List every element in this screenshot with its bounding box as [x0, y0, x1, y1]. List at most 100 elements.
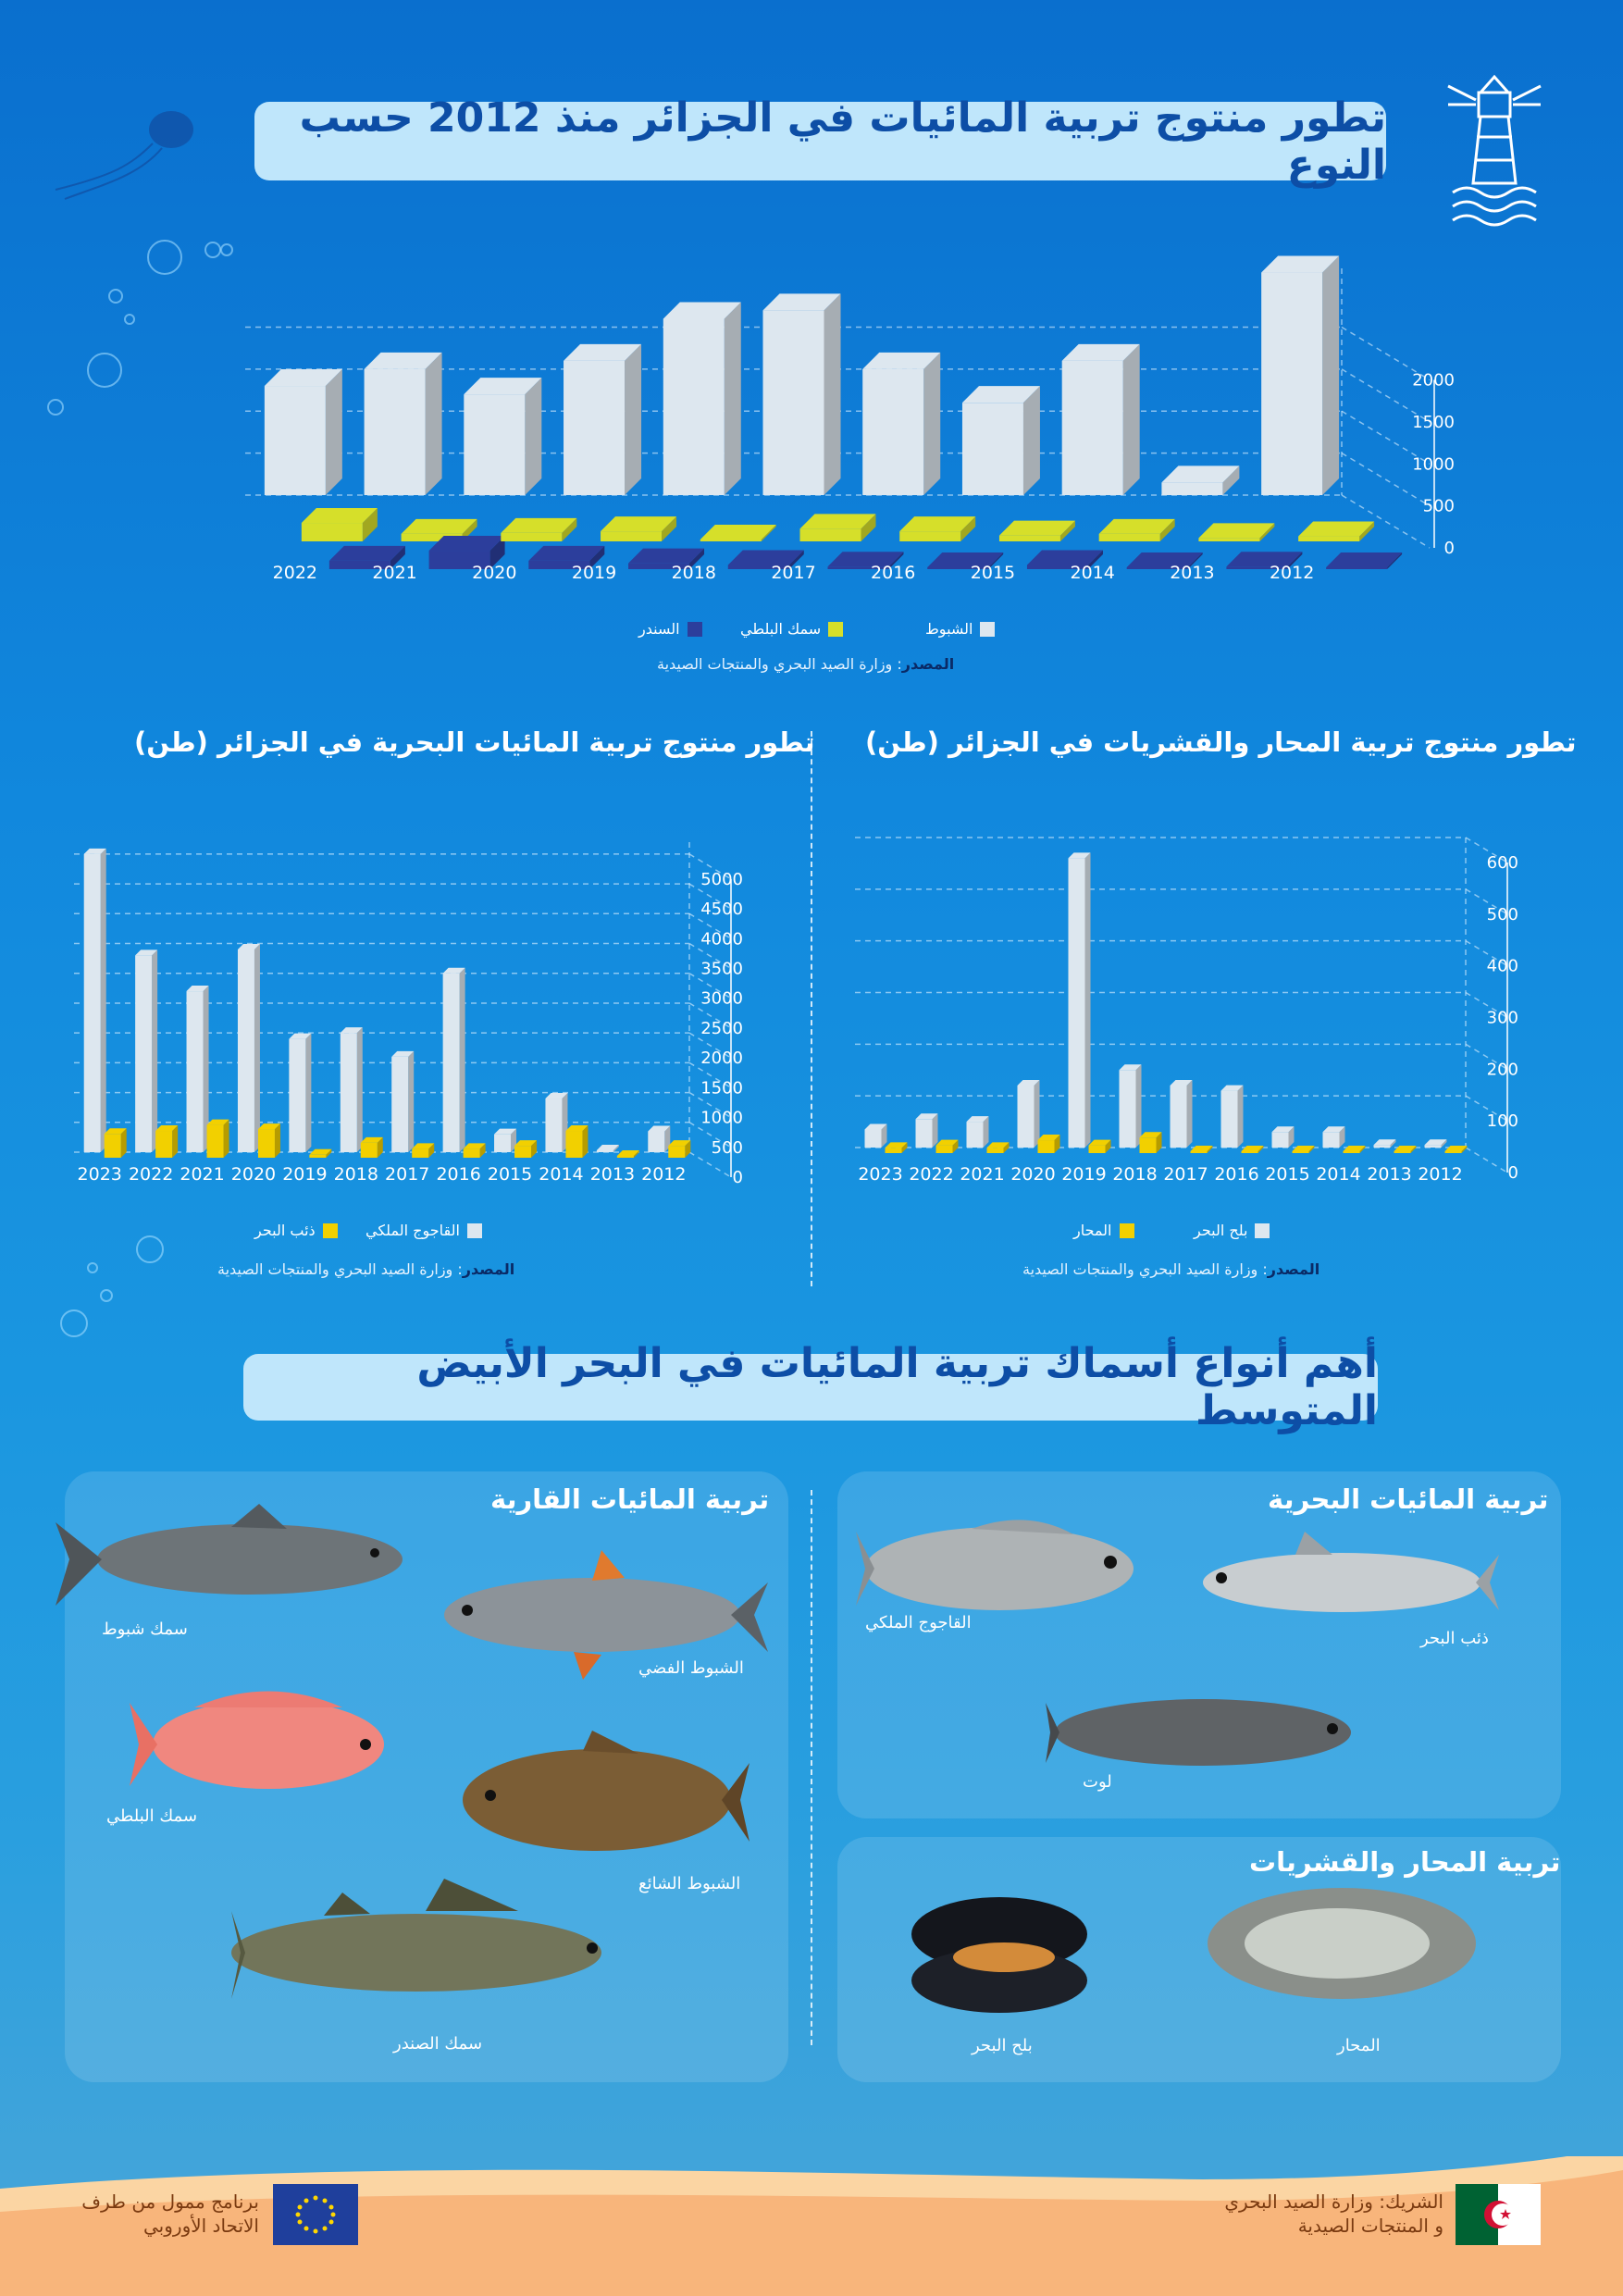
y-tick-label: 2000: [700, 1049, 743, 1068]
bar-top: [1394, 1146, 1417, 1151]
bar-front: [762, 310, 824, 495]
bar-front: [799, 528, 861, 541]
bar-side: [274, 1123, 280, 1158]
bar-top: [1292, 1146, 1315, 1151]
bar-front: [596, 1150, 613, 1152]
grid-line-depth: [688, 1002, 732, 1029]
bar-top: [1373, 1139, 1396, 1146]
gilthead-seabream-icon: [856, 1520, 1134, 1610]
bar-top: [1298, 521, 1375, 537]
bar-2015-1: [1292, 1146, 1315, 1153]
bar-2015-0: [494, 1128, 517, 1152]
y-tick-label: 5000: [700, 870, 743, 889]
bar-side: [462, 518, 477, 541]
source-label: المصدر: [901, 655, 955, 673]
bar-top: [1170, 1080, 1193, 1086]
bar-top: [935, 1139, 959, 1146]
bar-top: [668, 1140, 691, 1147]
footer-partner-line1: الشريك: وزارة الصيد البحري: [1224, 2191, 1443, 2213]
legend-swatch: [687, 621, 702, 637]
bar-front: [899, 531, 961, 541]
source-text: : وزارة الصيد البحري والمنتجات الصيدية: [1022, 1260, 1268, 1278]
bar-front: [1271, 1132, 1289, 1148]
bar-side: [633, 1150, 639, 1158]
bar-top: [289, 1033, 312, 1039]
bar-2012-1: [1298, 521, 1375, 541]
bar-top: [1190, 1146, 1213, 1151]
x-tick-label: 2020: [472, 563, 516, 583]
x-tick-label: 2023: [858, 1164, 902, 1185]
fish-label-zander: سمك الصندر: [393, 2034, 483, 2054]
bar-front: [1026, 565, 1088, 569]
bar-top: [237, 943, 260, 949]
bar-front: [391, 1056, 409, 1152]
bar-front: [961, 403, 1023, 495]
legend-label: الشبوط: [925, 620, 973, 638]
x-tick-label: 2017: [1163, 1164, 1208, 1185]
bar-2018-0: [1119, 1064, 1142, 1148]
bar-2013-0: [1161, 465, 1240, 495]
bar-side: [1359, 521, 1375, 541]
bar-2019-1: [601, 516, 677, 541]
bar-top: [1226, 552, 1303, 567]
bar-top: [1161, 465, 1240, 483]
bar-2014-1: [1343, 1146, 1366, 1153]
bar-top: [596, 1145, 619, 1150]
bar-front: [1017, 1086, 1035, 1148]
main-title: تطور منتوج تربية المائيات في الجزائر منذ…: [254, 94, 1386, 189]
bar-top: [564, 343, 642, 361]
bar-2014-0: [1061, 343, 1140, 495]
bar-front: [501, 532, 563, 541]
bar-side: [1441, 1139, 1447, 1148]
y-tick-label: 4000: [700, 929, 743, 949]
bar-front: [727, 565, 789, 569]
bar-front: [827, 566, 889, 569]
fish-label-seabass: ذئب البحر: [1420, 1629, 1489, 1648]
bar-side: [888, 552, 904, 569]
bar-top: [862, 352, 941, 369]
legend-item-tilapia: سمك البلطي: [740, 620, 844, 638]
bar-2020-0: [464, 378, 542, 495]
bar-top: [1088, 1139, 1111, 1146]
bar-side: [1003, 1142, 1010, 1153]
x-tick-label: 2022: [909, 1164, 953, 1185]
y-tick-label: 200: [1487, 1060, 1518, 1079]
bar-2015-2: [1026, 550, 1103, 569]
bar-front: [1424, 1145, 1442, 1148]
bar-side: [613, 1145, 619, 1152]
y-tick-label: 600: [1487, 853, 1518, 873]
bar-2020-1: [257, 1123, 280, 1158]
legend-label: بلح البحر: [1194, 1222, 1248, 1239]
bar-side: [305, 1033, 312, 1152]
source-note-shellfish: المصدر: وزارة الصيد البحري والمنتجات الص…: [1022, 1260, 1319, 1278]
x-tick-label: 2014: [1071, 563, 1115, 583]
grid-line-depth: [688, 1122, 732, 1148]
bar-2016-1: [463, 1143, 486, 1158]
chart-title-marine: تطور منتوج تربية المائيات البحرية في الج…: [134, 726, 815, 758]
bar-2021-1: [206, 1119, 229, 1158]
bar-2021-0: [186, 986, 209, 1152]
grid-line-depth: [688, 942, 732, 970]
bar-top: [1126, 552, 1203, 567]
bar-2019-1: [1088, 1139, 1111, 1153]
legend-swatch: [828, 621, 844, 637]
x-tick-label: 2015: [488, 1164, 532, 1185]
bar-top: [1343, 1146, 1366, 1151]
bar-top: [1271, 1126, 1295, 1133]
bar-side: [932, 1113, 938, 1148]
bar-2021-2: [428, 536, 505, 569]
y-tick-label: 3000: [700, 989, 743, 1009]
bar-top: [628, 548, 705, 564]
grid-line-depth: [688, 1032, 732, 1059]
bar-front: [464, 394, 526, 495]
x-tick-label: 2020: [1010, 1164, 1055, 1185]
bar-side: [1087, 550, 1103, 569]
x-tick-label: 2013: [1170, 563, 1214, 583]
bar-front: [628, 563, 690, 569]
source-note-marine: المصدر: وزارة الصيد البحري والمنتجات الص…: [217, 1260, 514, 1278]
bar-2014-0: [1322, 1126, 1345, 1148]
x-tick-label: 2019: [1061, 1164, 1106, 1185]
bar-side: [1135, 1064, 1142, 1148]
bar-2021-1: [986, 1142, 1010, 1153]
bar-front: [648, 1131, 665, 1152]
